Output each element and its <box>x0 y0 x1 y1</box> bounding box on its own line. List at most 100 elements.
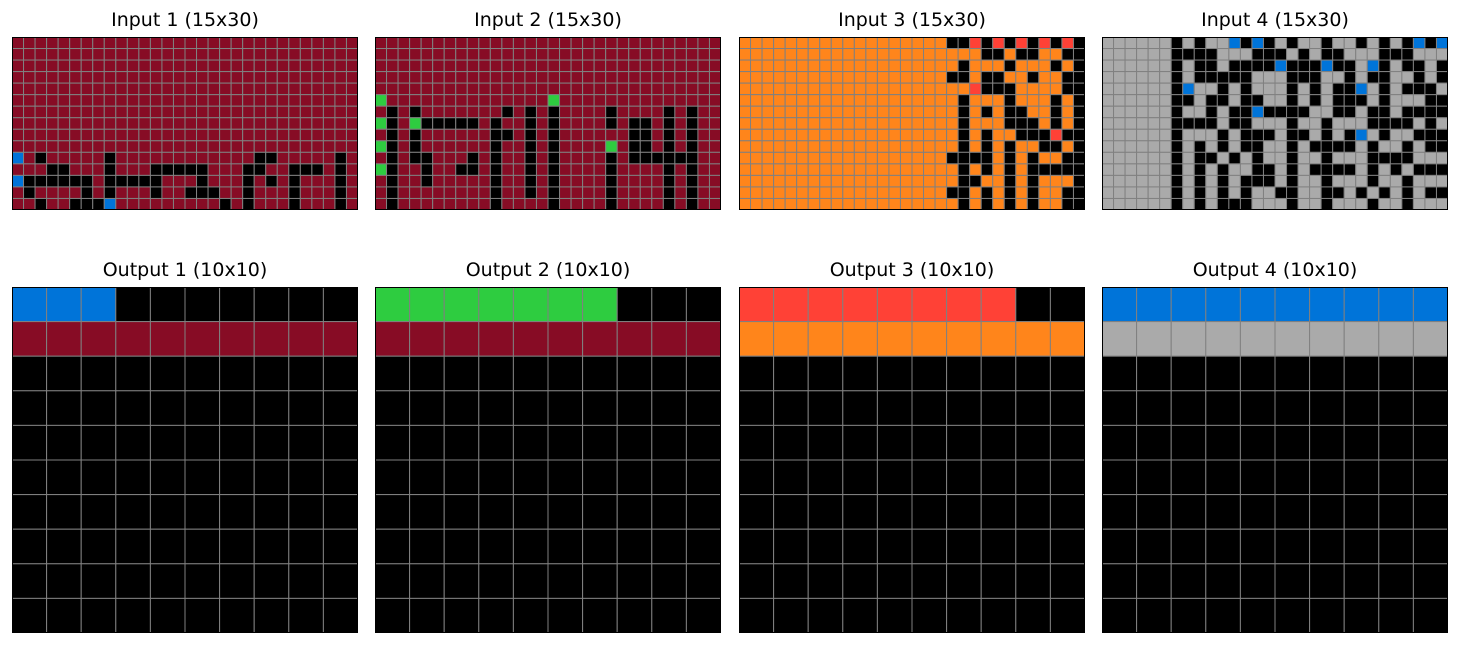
grid-cell <box>12 459 48 496</box>
grid-cell <box>582 174 595 188</box>
grid-cell <box>1124 163 1138 176</box>
grid-cell <box>34 140 48 153</box>
grid-cell <box>288 174 301 188</box>
grid-cell <box>1274 163 1288 176</box>
grid-cell <box>322 424 358 461</box>
grid-cell <box>1378 528 1414 565</box>
grid-cell <box>311 105 324 119</box>
grid-cell <box>299 140 313 153</box>
grid-cell <box>375 128 388 142</box>
grid-cell <box>138 128 151 142</box>
grid-cell <box>1274 459 1311 496</box>
grid-cell <box>288 117 301 130</box>
grid-cell <box>115 59 128 73</box>
grid-cell <box>739 105 752 119</box>
grid-cell <box>1228 197 1241 210</box>
grid-cell <box>253 355 290 392</box>
grid-cell <box>207 197 221 210</box>
grid-cell <box>685 71 699 84</box>
grid-cell <box>1015 321 1051 357</box>
grid-cell <box>685 597 721 633</box>
grid-cell <box>1366 151 1380 165</box>
grid-cell <box>559 71 572 84</box>
grid-cell <box>946 287 982 323</box>
grid-cell <box>1412 494 1448 530</box>
grid-cell <box>1136 355 1172 392</box>
grid-cell <box>455 37 468 50</box>
grid-cell <box>547 151 561 165</box>
grid-cell <box>662 82 676 96</box>
grid-cell <box>1343 128 1357 142</box>
grid-cell <box>639 128 653 142</box>
grid-cell <box>639 105 653 119</box>
grid-cell <box>57 94 71 107</box>
grid-cell <box>946 59 959 73</box>
grid-cell <box>443 151 457 165</box>
grid-cell <box>934 197 948 210</box>
grid-cell <box>57 174 71 188</box>
grid-cell <box>773 528 809 565</box>
grid-cell <box>819 94 832 107</box>
grid-cell <box>219 82 232 96</box>
grid-cell <box>1401 105 1414 119</box>
grid-cell <box>1228 105 1241 119</box>
grid-cell <box>12 140 25 153</box>
grid-cell <box>184 163 198 176</box>
grid-cell <box>685 37 699 50</box>
grid-cell <box>628 163 641 176</box>
grid-cell <box>807 390 844 426</box>
grid-cell <box>1355 105 1368 119</box>
grid-cell <box>570 59 584 73</box>
grid-cell <box>582 186 595 199</box>
grid-cell <box>1026 82 1040 96</box>
grid-cell <box>1102 528 1138 565</box>
grid-cell <box>322 82 336 96</box>
grid-cell <box>253 151 267 165</box>
grid-cell <box>559 140 572 153</box>
grid-cell <box>375 390 411 426</box>
grid-cell <box>761 48 775 61</box>
grid-cell <box>865 105 878 119</box>
grid-cell <box>685 117 699 130</box>
grid-cell <box>466 140 480 153</box>
grid-cell <box>739 563 775 599</box>
grid-cell <box>697 48 710 61</box>
grid-cell <box>103 140 117 153</box>
grid-cells <box>375 287 721 633</box>
grid-cell <box>1320 186 1334 199</box>
grid-cell <box>853 37 867 50</box>
grid-cell <box>547 59 561 73</box>
grid-cell <box>934 94 948 107</box>
grid-cell <box>1038 197 1051 210</box>
grid-cell <box>230 82 244 96</box>
grid-cell <box>478 59 491 73</box>
grid-cell <box>80 424 117 461</box>
grid-cell <box>1216 48 1230 61</box>
grid-cell <box>1102 140 1115 153</box>
grid-cell <box>773 197 786 210</box>
grid-cell <box>899 71 913 84</box>
grid-cell <box>1205 528 1241 565</box>
grid-cell <box>888 140 901 153</box>
grid-cell <box>230 174 244 188</box>
grid-cell <box>1170 82 1184 96</box>
grid-cell <box>651 528 687 565</box>
grid-cell <box>253 321 290 357</box>
grid-cell <box>957 71 971 84</box>
grid-cell <box>172 94 186 107</box>
grid-cell <box>1297 140 1311 153</box>
grid-cell <box>1412 59 1426 73</box>
grid-cell <box>1239 117 1253 130</box>
grid-cell <box>12 528 48 565</box>
grid-cell <box>1015 163 1028 176</box>
grid-cell <box>616 59 630 73</box>
grid-cell <box>582 128 595 142</box>
grid-cell <box>761 82 775 96</box>
grid-cell <box>12 48 25 61</box>
grid-cell <box>1332 186 1345 199</box>
grid-cell <box>103 128 117 142</box>
grid-cell <box>184 494 221 530</box>
grid-cell <box>570 174 584 188</box>
grid-cell <box>397 151 411 165</box>
grid-cell <box>230 59 244 73</box>
